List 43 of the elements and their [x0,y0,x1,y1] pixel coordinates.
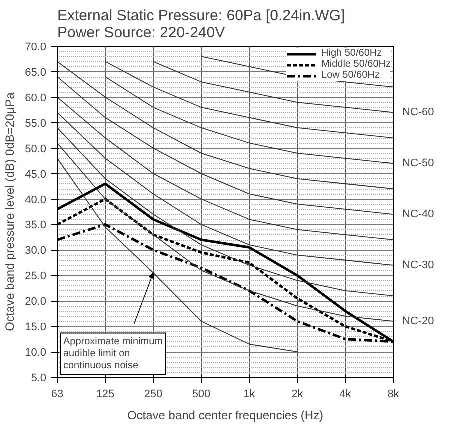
line-series [58,76,394,215]
x-tick-label: 4k [340,388,352,400]
x-tick-label: 125 [96,388,115,400]
line-series [153,61,394,114]
y-tick-label: 55.0 [25,118,47,130]
x-tick-label: 63 [51,388,64,400]
line-series [58,96,394,240]
series-label: NC-50 [402,158,434,170]
x-tick-label: 250 [144,388,163,400]
line-series [105,76,394,164]
x-tick-label: 2k [292,388,304,400]
y-tick-label: 15.0 [25,322,47,334]
line-series [58,112,394,266]
x-tick-label: 1k [244,388,256,400]
y-axis-title: Octave band pressure level (dB) 0dB=20μPa [3,92,18,332]
line-series [58,142,394,322]
y-tick-label: 65.0 [25,66,47,79]
series-label: NC-40 [402,208,434,221]
y-tick-label: 60.0 [25,92,47,104]
x-tick-label: 500 [192,388,211,400]
y-tick-label: 35.0 [25,220,47,232]
y-tick-label: 70.0 [25,42,47,54]
y-tick-label: 20.0 [25,296,47,308]
annotation: Approximate minimum audible limit on continuous noise [64,336,163,372]
legend-label: Low 50/60Hz [322,70,380,81]
line-series [105,61,394,139]
series-label: NC-20 [402,315,434,328]
y-tick-label: 40.0 [25,194,47,206]
x-tick-label: 8k [388,388,400,400]
line-series [58,61,394,190]
chart-subtitle: External Static Pressure: 60Pa [0.24in.WG] Power Source: 220-240V [58,8,346,42]
y-tick-label: 45.0 [25,168,47,181]
legend-label: Middle 50/60Hz [322,59,391,70]
x-axis-title: Octave band center frequencies (Hz) [127,408,324,422]
line-series [58,128,394,296]
y-tick-label: 50.0 [25,143,47,156]
series-label: NC-60 [402,106,434,119]
series-label: NC-30 [402,259,434,272]
legend-label: High 50/60Hz [322,48,382,59]
y-tick-label: 30.0 [25,245,47,258]
y-tick-label: 5.0 [31,372,47,384]
y-tick-label: 25.0 [25,270,47,283]
y-tick-label: 10.0 [25,347,47,360]
